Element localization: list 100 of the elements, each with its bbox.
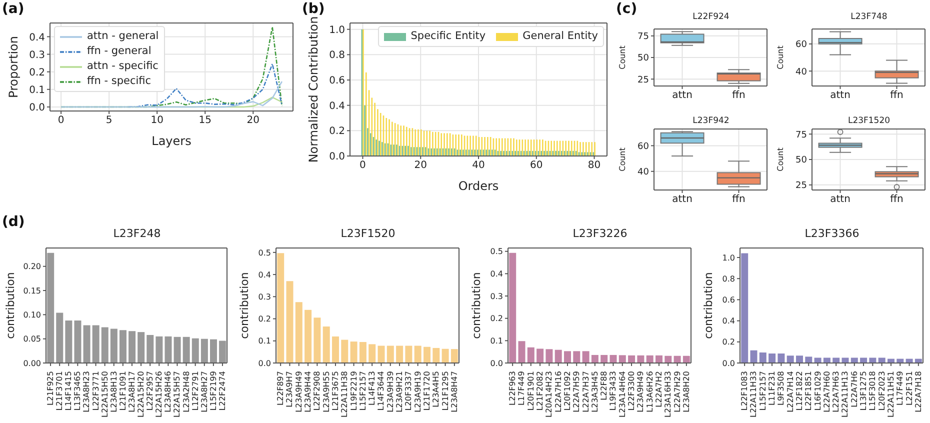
y-axis-title: Count — [776, 148, 786, 172]
x-tick-label: L13A6H26 — [645, 371, 654, 412]
x-tick-label: L20F3337 — [404, 371, 414, 411]
y-tick-label: 0.0 — [722, 358, 735, 368]
y-tick-label: 0.0 — [490, 358, 503, 368]
y-tick-label: 0.15 — [23, 286, 41, 296]
y-tick-label: 0.1 — [490, 336, 503, 346]
y-tick-label: 0.4 — [258, 270, 271, 280]
legend-label: Specific Entity — [410, 29, 486, 44]
y-tick-label: 0.2 — [329, 126, 345, 138]
y-axis-title: Count — [776, 46, 786, 70]
y-axis-title: contribution — [702, 272, 716, 339]
x-tick-label: L20F1092 — [562, 371, 572, 411]
x-tick-label: L19F2219 — [349, 371, 358, 411]
x-tick-label: L22F151 — [904, 371, 914, 406]
x-tick-label: L22A7H60 — [822, 371, 832, 412]
x-tick-label: L22A7H29 — [672, 371, 682, 412]
x-tick-label: L22F3771 — [91, 371, 100, 411]
x-tick-label: L22A11H38 — [340, 371, 350, 418]
x-tick-label: L22A11H51 — [886, 371, 896, 418]
x-tick-label: L23A8H27 — [200, 371, 209, 412]
text: (c) — [616, 1, 638, 17]
x-tick-label: L21F3675 — [330, 371, 340, 411]
legend-label: ffn - general — [87, 44, 152, 59]
x-tick-label: attn — [672, 194, 692, 206]
x-tick-label: L15F2157 — [758, 371, 768, 411]
y-tick-label: 0.0 — [258, 358, 271, 368]
y-tick-label: 50 — [638, 54, 650, 64]
text: (d) — [2, 214, 25, 230]
y-axis-title: contribution — [470, 272, 484, 339]
legend-label: attn - general — [87, 29, 159, 44]
x-tick-label: L23A8H47 — [450, 371, 459, 412]
y-tick-label: 0.4 — [329, 100, 345, 112]
x-tick-label: L22A7H6 — [850, 371, 859, 408]
x-tick-label: L22F3300 — [627, 371, 636, 411]
y-tick-label: 1.0 — [329, 24, 345, 36]
text: (b) — [302, 1, 325, 17]
x-tick-label: L21F1091 — [118, 371, 128, 411]
chart-title: L23F1520 — [340, 227, 396, 240]
legend-label: General Entity — [522, 29, 598, 44]
y-tick-label: 0.8 — [722, 274, 735, 284]
x-tick-label: L15F3018 — [868, 371, 878, 411]
chart-title: L22F924 — [692, 12, 730, 22]
y-tick-label: 40 — [796, 67, 808, 78]
x-tick-label: L22F2908 — [312, 371, 322, 411]
y-tick-label: 75 — [796, 130, 807, 140]
x-tick-label: L21F3701 — [55, 371, 64, 411]
x-tick-label: L23A8H20 — [682, 371, 691, 412]
x-tick-label: L21F1295 — [440, 371, 450, 411]
y-tick-label: 50 — [796, 156, 808, 166]
x-tick-label: 10 — [150, 115, 164, 126]
x-tick-label: 80 — [588, 160, 601, 172]
x-tick-label: 20 — [414, 160, 427, 172]
x-tick-label: L14F413 — [368, 371, 377, 406]
y-axis-title: Count — [618, 148, 628, 172]
y-tick-label: 0.1 — [258, 336, 271, 346]
y-tick-label: 0.2 — [29, 67, 45, 78]
chart-title: L23F248 — [112, 227, 162, 240]
x-tick-label: L22A15H50 — [100, 371, 110, 418]
x-tick-label: ffn — [732, 90, 746, 102]
x-tick-label: 5 — [106, 115, 112, 126]
y-tick-label: 25 — [638, 75, 649, 86]
x-tick-label: L20F2023 — [877, 371, 886, 411]
x-tick-label: L23A2H48 — [182, 371, 191, 412]
chart-title: L23F942 — [692, 116, 730, 126]
x-tick-label: 0 — [360, 160, 366, 172]
y-tick-label: 0.6 — [329, 76, 345, 87]
x-tick-label: L20F1901 — [526, 371, 536, 411]
x-tick-label: L23A16H33 — [664, 371, 673, 418]
x-tick-label: L23A9H19 — [413, 371, 422, 412]
chart-title: L23F1520 — [846, 116, 892, 126]
y-tick-label: 25 — [796, 181, 807, 192]
x-tick-label: L22A7H2 — [654, 371, 664, 408]
x-tick-label: ffn — [890, 90, 904, 102]
x-tick-label: 0 — [58, 115, 64, 126]
y-axis-title: contribution — [4, 272, 18, 339]
x-tick-label: L12F2791 — [190, 371, 200, 411]
y-tick-label: 60 — [796, 40, 808, 50]
x-tick-label: L21F2082 — [536, 371, 545, 411]
x-tick-label: L14F3644 — [376, 371, 386, 411]
y-tick-label: 0.5 — [490, 247, 503, 256]
legend-label: ffn - specific — [87, 74, 152, 89]
x-tick-label: L22A7H14 — [786, 371, 795, 412]
x-tick-label: L23A8H46 — [164, 371, 173, 412]
x-tick-label: L22F2474 — [218, 371, 227, 411]
y-tick-label: 0.10 — [23, 310, 41, 320]
x-tick-label: L22A7H37 — [581, 371, 590, 412]
y-tick-label: 0.3 — [29, 50, 45, 61]
x-tick-label: L23A14H64 — [618, 371, 627, 418]
x-tick-label: L17F449 — [896, 371, 905, 406]
x-axis-title: Orders — [458, 179, 499, 193]
x-tick-label: L15F2157 — [358, 371, 368, 411]
y-tick-label: 40 — [638, 168, 650, 178]
x-tick-label: 15 — [198, 115, 212, 126]
y-tick-label: 60 — [638, 142, 650, 152]
y-tick-label: 0.4 — [29, 32, 45, 44]
x-tick-label: L22F88 — [600, 371, 609, 400]
x-tick-label: L22A7H18 — [914, 371, 923, 412]
x-tick-label: attn — [830, 194, 850, 206]
x-tick-label: L22A15H57 — [172, 371, 182, 418]
